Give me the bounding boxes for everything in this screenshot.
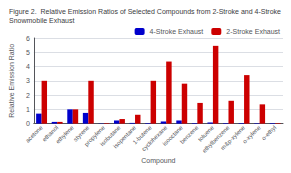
svg-text:0: 0 (26, 120, 30, 127)
svg-text:4-Stroke Exhaust: 4-Stroke Exhaust (150, 28, 204, 35)
svg-text:1: 1 (26, 106, 30, 113)
svg-text:propylene: propylene (83, 124, 106, 148)
svg-text:isobutane: isobutane (99, 124, 122, 148)
svg-text:3: 3 (26, 77, 30, 84)
svg-text:6: 6 (26, 35, 30, 42)
svg-text:ethylene: ethylene (55, 124, 76, 145)
svg-text:isopentane: isopentane (112, 124, 137, 149)
svg-text:1-butene: 1-butene (131, 124, 153, 146)
svg-text:Figure 2. Relative Emission R: Figure 2. Relative Emission Ratios of Se… (9, 8, 283, 16)
svg-text:ethylbenzene: ethylbenzene (201, 124, 231, 154)
svg-text:o-xylene: o-xylene (242, 124, 263, 145)
svg-text:4: 4 (26, 63, 30, 70)
svg-text:toluene: toluene (196, 124, 215, 143)
svg-text:Relative Emission Ratio: Relative Emission Ratio (8, 44, 15, 118)
svg-text:Compound: Compound (141, 157, 175, 165)
svg-text:benzene: benzene (179, 124, 200, 145)
svg-text:2: 2 (26, 92, 30, 99)
svg-text:m&p-xylene: m&p-xylene (220, 124, 247, 151)
svg-text:cyclohexane: cyclohexane (141, 124, 169, 152)
svg-text:ethanol: ethanol (41, 124, 60, 143)
svg-text:Snowmobile Exhaust: Snowmobile Exhaust (9, 17, 74, 24)
svg-text:o-ethyl: o-ethyl (260, 124, 277, 141)
svg-text:isooctane: isooctane (161, 124, 184, 147)
svg-text:5: 5 (26, 49, 30, 56)
svg-text:styrene: styrene (72, 124, 91, 143)
svg-text:acetone: acetone (24, 124, 44, 144)
svg-text:2-Stroke Exhaust: 2-Stroke Exhaust (226, 28, 280, 35)
